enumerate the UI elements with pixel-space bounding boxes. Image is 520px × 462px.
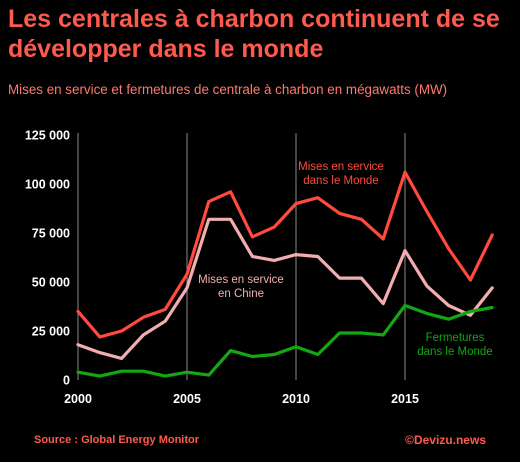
- series-label-2: Mises en service: [198, 274, 284, 286]
- x-tick-label: 2000: [64, 392, 92, 406]
- chart-subtitle: Mises en service et fermetures de centra…: [8, 82, 448, 97]
- series-label-2: en Chine: [218, 288, 264, 300]
- series-label-1: dans le Monde: [303, 175, 378, 187]
- x-tick-label: 2005: [173, 392, 201, 406]
- series-label-3: dans le Monde: [417, 346, 492, 358]
- series-label-1: Mises en service: [298, 161, 384, 173]
- series-line-2: [76, 217, 494, 360]
- x-tick-label: 2015: [391, 392, 419, 406]
- y-tick-label: 25 000: [32, 325, 70, 339]
- series-label-3: Fermetures: [426, 332, 485, 344]
- series-line-3: [76, 303, 494, 378]
- chart-title: Les centrales à charbon continuent de se…: [8, 5, 500, 63]
- y-tick-label: 50 000: [32, 276, 70, 290]
- credit-note: ©Devizu.news: [405, 433, 486, 447]
- series-line-1: [76, 170, 494, 339]
- source-note: Source : Global Energy Monitor: [34, 434, 200, 446]
- y-tick-label: 100 000: [25, 178, 70, 192]
- y-tick-label: 75 000: [32, 227, 70, 241]
- x-tick-label: 2010: [282, 392, 310, 406]
- y-tick-label: 0: [63, 374, 70, 388]
- y-tick-label: 125 000: [25, 129, 70, 143]
